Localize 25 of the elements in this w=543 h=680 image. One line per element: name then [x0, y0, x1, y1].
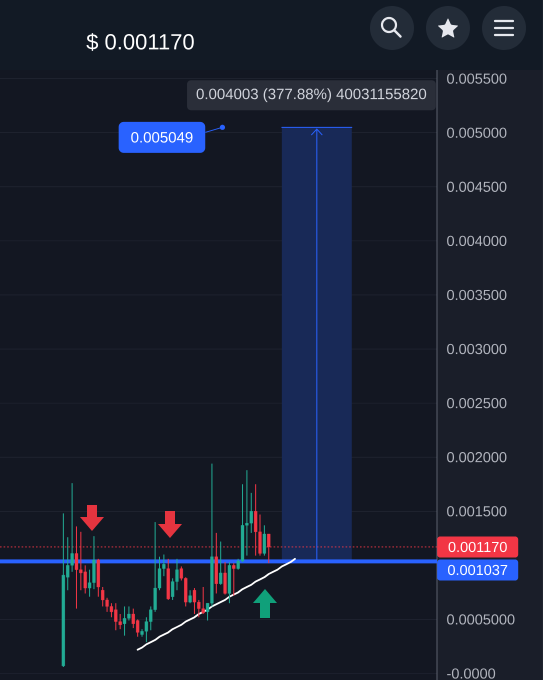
y-tick-label: 0.003500: [447, 290, 506, 300]
ref-line-label: 0.001170: [448, 542, 507, 552]
y-tick-label: -0.0000: [447, 668, 496, 679]
candlestick: [188, 590, 192, 604]
annotation: 0.005049: [131, 132, 192, 143]
y-tick-label: 0.004500: [447, 182, 506, 192]
y-tick-label: 0.003000: [447, 344, 506, 354]
y-tick-label: 0.004000: [447, 236, 506, 246]
candlestick: [223, 562, 227, 596]
candlestick: [122, 606, 126, 636]
candlestick: [219, 541, 222, 586]
y-tick-label: 0.0005000: [447, 614, 514, 625]
candlestick: [192, 588, 196, 615]
candlestick: [110, 602, 114, 618]
y-tick-label: 0.002500: [447, 398, 506, 408]
chart-title: $ 0.001170: [86, 33, 194, 51]
annotation: 0.004003 (377.88%) 40031155820: [196, 88, 426, 102]
y-tick-label: 0.005000: [447, 128, 506, 138]
candlestick: [262, 524, 266, 556]
candlestick: [92, 536, 96, 590]
y-tick-label: 0.001500: [447, 506, 506, 516]
ref-line-label: 0.001037: [448, 564, 508, 576]
y-tick-label: 0.005500: [447, 74, 506, 84]
y-tick-label: 0.002000: [447, 452, 506, 462]
candlestick: [232, 562, 236, 596]
